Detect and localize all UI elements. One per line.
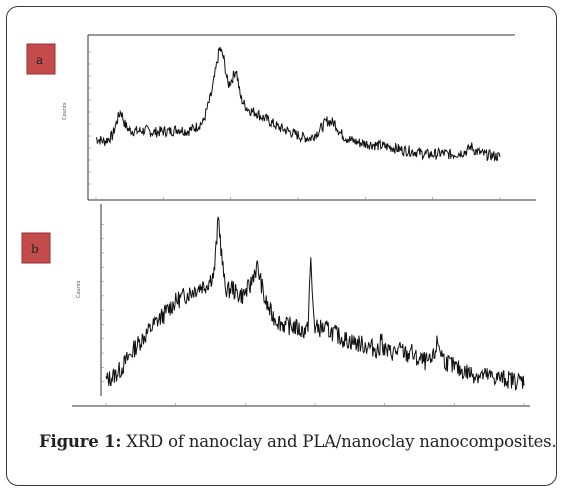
panel-a-badge-label: a [36,53,43,67]
panel-b: Counts b [21,204,530,407]
caption-text: XRD of nanoclay and PLA/nanoclay nanocom… [121,432,557,451]
panel-a-badge: a [26,43,56,75]
figure-caption: Figure 1: XRD of nanoclay and PLA/nanocl… [39,432,557,451]
panel-b-series-line [105,216,525,391]
panel-a-ticks [88,51,501,200]
panel-b-ticks [101,224,525,406]
panel-a: Counts a [26,34,536,201]
panel-b-badge-label: b [31,242,39,256]
caption-label: Figure 1: [39,432,122,451]
panel-b-y-label: Counts [76,280,82,298]
panel-b-badge-box [21,232,51,264]
figure-frame [6,6,557,486]
panel-a-badge-box [26,43,56,75]
panel-a-series-line [95,46,501,163]
panel-a-y-label: Counts [62,102,68,120]
panel-b-badge: b [21,232,51,264]
